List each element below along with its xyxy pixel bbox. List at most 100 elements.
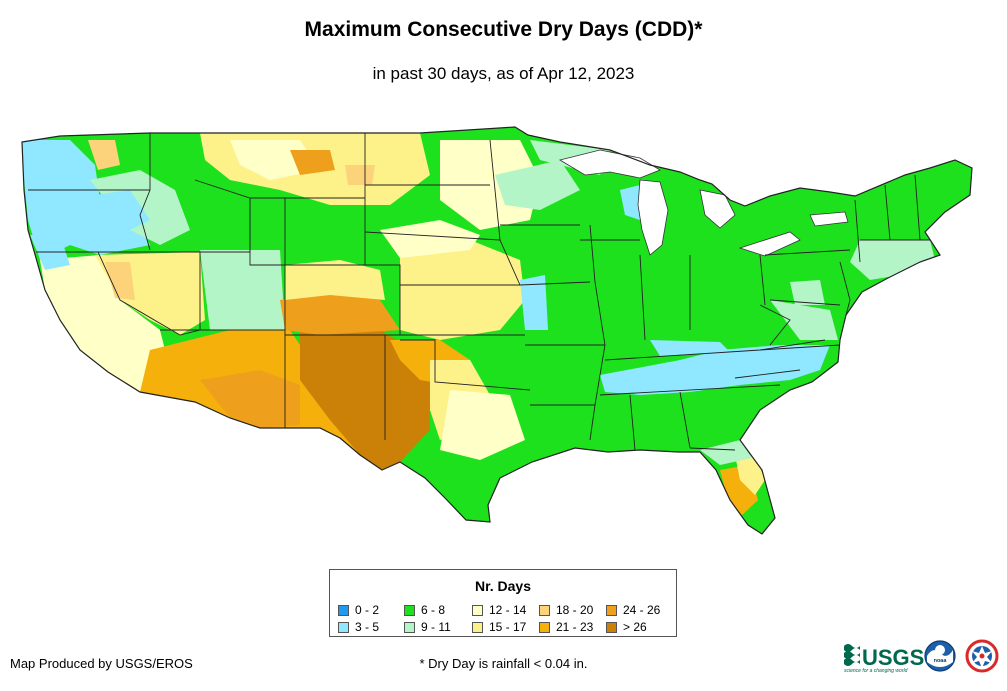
region-newmexico-dark xyxy=(300,330,430,470)
legend-label: > 26 xyxy=(623,620,647,634)
region-colorado-orange xyxy=(280,290,400,335)
legend-label: 6 - 8 xyxy=(421,603,446,617)
legend-item: 24 - 26 xyxy=(606,603,666,617)
wv-border xyxy=(759,304,791,346)
region-virginia-lightgreen xyxy=(770,300,838,340)
id-border xyxy=(139,133,151,251)
region-texas-pale xyxy=(440,390,525,460)
region-kansas-blue xyxy=(520,275,548,330)
ga-fl-border xyxy=(689,447,736,451)
legend-item: 6 - 8 xyxy=(404,603,472,617)
mt-border xyxy=(194,133,366,199)
cdd-color-regions xyxy=(22,127,972,534)
nws-logo-icon xyxy=(965,639,999,673)
vt-nh-border xyxy=(884,184,891,241)
map-credit: Map Produced by USGS/EROS xyxy=(10,656,193,671)
region-nevada-orange xyxy=(105,262,135,300)
legend-item: 9 - 11 xyxy=(404,620,472,634)
va-nc-border xyxy=(759,344,841,351)
legend-swatch xyxy=(539,604,550,616)
legend-item: 18 - 20 xyxy=(539,603,606,617)
region-montana-orange-2 xyxy=(345,165,375,185)
us-outline xyxy=(21,126,973,535)
lake-michigan xyxy=(637,179,669,256)
pa-ny-border xyxy=(764,249,851,256)
map-title: Maximum Consecutive Dry Days (CDD)* xyxy=(304,18,703,41)
legend-label: 24 - 26 xyxy=(623,603,661,617)
md-border xyxy=(769,299,841,306)
ia-mo-border xyxy=(519,281,591,286)
region-tennessee-blue xyxy=(600,345,830,395)
legend-box: Nr. Days 0 - 2 6 - 8 12 - 14 18 - 20 24 … xyxy=(329,569,677,637)
region-florida-lightgreen xyxy=(700,440,752,465)
legend-item: 0 - 2 xyxy=(338,603,404,617)
region-plains-pale xyxy=(380,220,480,258)
lake-erie xyxy=(738,231,801,257)
lake-superior xyxy=(558,149,661,179)
legend-swatch xyxy=(404,604,415,616)
region-utah-lightgreen xyxy=(200,250,285,330)
legend-label: 9 - 11 xyxy=(421,620,451,634)
legend-swatch xyxy=(472,621,483,633)
region-dc-lightgreen xyxy=(790,280,825,305)
legend-grid: 0 - 2 6 - 8 12 - 14 18 - 20 24 - 26 3 - … xyxy=(338,603,674,634)
region-northeast-lightgreen xyxy=(850,240,935,280)
legend-item: 21 - 23 xyxy=(539,620,606,634)
region-arizona-dark xyxy=(200,370,300,428)
legend-item: 12 - 14 xyxy=(472,603,539,617)
region-oregon-orange xyxy=(88,140,120,170)
ms-al-border xyxy=(629,394,636,451)
great-lakes xyxy=(558,149,849,257)
legend-swatch xyxy=(338,604,349,616)
region-california-pale xyxy=(40,255,170,392)
legend-item: 3 - 5 xyxy=(338,620,404,634)
legend-title: Nr. Days xyxy=(474,578,532,594)
ny-pa-nj-border xyxy=(839,261,851,316)
ms-river xyxy=(589,224,606,406)
legend-swatch xyxy=(472,604,483,616)
legend-label: 0 - 2 xyxy=(355,603,380,617)
ok-tx-border xyxy=(400,339,531,391)
region-plains-yellow xyxy=(400,240,525,340)
lake-ontario xyxy=(809,211,849,227)
region-idaho-blue xyxy=(95,190,150,235)
region-montana-orange xyxy=(290,150,335,175)
usgs-wordmark: USGS xyxy=(862,645,924,670)
legend-swatch xyxy=(404,621,415,633)
usgs-logo: USGS science for a changing world xyxy=(844,644,924,674)
legend-label: 15 - 17 xyxy=(489,620,527,634)
legend-swatch xyxy=(606,621,617,633)
legend-swatch xyxy=(338,621,349,633)
state-boundaries xyxy=(21,126,973,535)
nh-me-border xyxy=(914,174,921,241)
us-cdd-map xyxy=(21,126,973,535)
legend-swatch xyxy=(606,604,617,616)
legend-label: 12 - 14 xyxy=(489,603,527,617)
region-dakota-lightgreen xyxy=(495,160,580,210)
usgs-tagline: science for a changing world xyxy=(844,668,908,674)
legend-label: 18 - 20 xyxy=(556,603,594,617)
noaa-wordmark: noaa xyxy=(934,658,948,664)
ny-new-england xyxy=(854,199,861,263)
nv-border xyxy=(97,251,201,336)
region-michigan-lightblue xyxy=(620,185,640,220)
legend-item: > 26 xyxy=(606,620,666,634)
agency-logos: USGS science for a changing world noaa xyxy=(844,639,999,674)
map-subtitle: in past 30 days, as of Apr 12, 2023 xyxy=(372,64,635,83)
region-colorado-yellow xyxy=(285,260,385,300)
legend-label: 3 - 5 xyxy=(355,620,380,634)
lake-huron xyxy=(699,189,736,229)
dry-day-footnote: * Dry Day is rainfall < 0.04 in. xyxy=(419,656,588,671)
sc-nc-border xyxy=(734,369,801,379)
region-florida-yellow xyxy=(735,455,765,495)
region-california-blue xyxy=(30,235,70,270)
usgs-wave-icon xyxy=(844,644,860,666)
al-ga-border xyxy=(679,391,691,449)
legend-label: 21 - 23 xyxy=(556,620,594,634)
legend-swatch xyxy=(539,621,550,633)
noaa-logo: noaa xyxy=(924,640,956,672)
legend-item: 15 - 17 xyxy=(472,620,539,634)
sd-ne-border xyxy=(364,231,501,241)
dakota-mn-border xyxy=(489,139,521,286)
oh-pa-border xyxy=(759,254,766,306)
